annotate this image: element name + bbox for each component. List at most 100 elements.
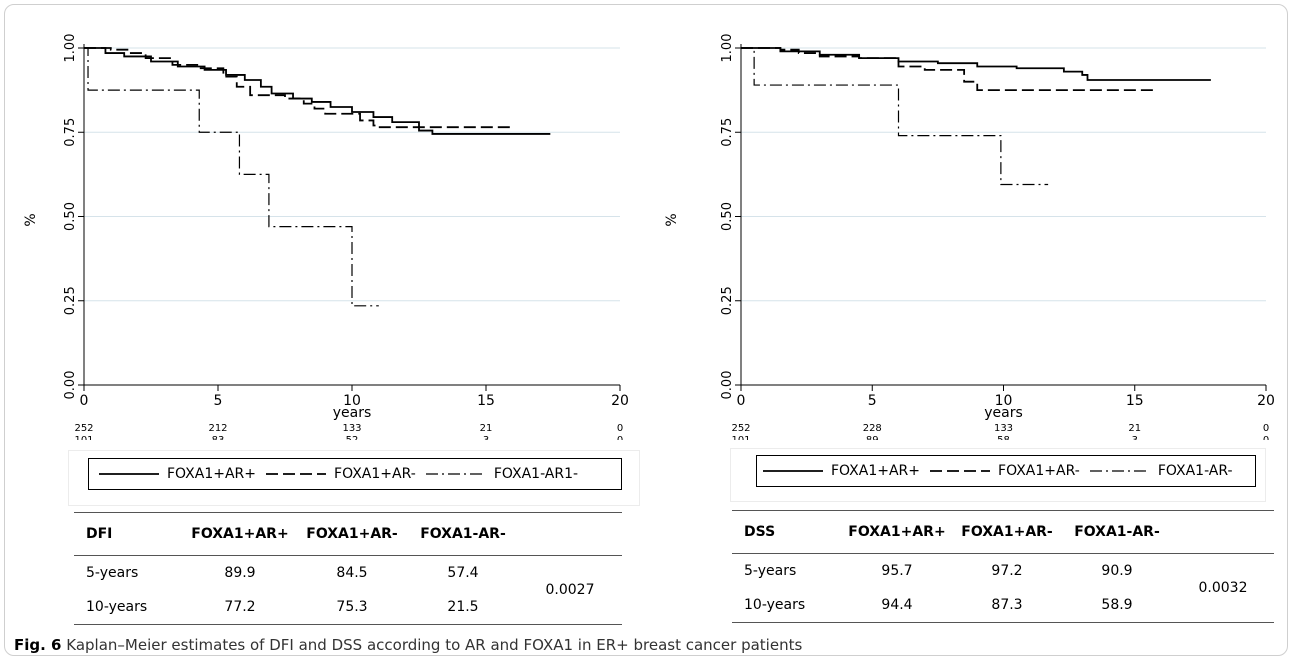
risk-count: 21 <box>480 423 493 434</box>
table-header: FOXA1+AR+ <box>184 512 296 556</box>
y-tick-label: 0.25 <box>63 286 78 315</box>
dfi-panel: 0.00 0.25 0.50 0.75 1.00% 0 5 10 15 20 years 252 212… <box>0 0 646 630</box>
risk-count: 133 <box>342 423 361 434</box>
x-tick-label: 15 <box>477 393 495 409</box>
risk-count: 52 <box>346 435 359 440</box>
x-tick-label: 10 <box>995 393 1013 409</box>
risk-count: 101 <box>731 435 750 440</box>
table-header-blank <box>1172 510 1274 554</box>
x-tick-label: 15 <box>1126 393 1144 409</box>
x-axis-label: years <box>984 405 1023 421</box>
risk-count: 3 <box>483 435 489 440</box>
y-axis-label: % <box>664 213 680 226</box>
risk-count: 21 <box>1128 423 1141 434</box>
p-value: 0.0032 <box>1172 553 1274 623</box>
table-cell: 97.2 <box>991 563 1023 579</box>
risk-count: 212 <box>208 423 227 434</box>
y-tick-label: 0.50 <box>63 202 78 231</box>
survival-curve-foxa1-ar- <box>741 47 1211 81</box>
x-tick-label: 20 <box>1257 393 1275 409</box>
legend-item-foxa1-ar-pos: FOXA1+AR+ <box>763 463 921 479</box>
y-tick-label: 0.00 <box>63 371 78 400</box>
figure-label: Fig. 6 <box>14 636 62 654</box>
table-header: DSS <box>732 510 842 554</box>
table-header: FOXA1+AR+ <box>842 510 952 554</box>
x-tick-label: 0 <box>80 393 89 409</box>
y-tick-label: 0.50 <box>720 202 735 231</box>
dss-table: DSS FOXA1+AR+ FOXA1+AR- FOXA1-AR- 5-year… <box>732 510 1274 623</box>
risk-count: 0 <box>617 423 623 434</box>
table-row: 10-years 94.4 87.3 58.9 <box>732 588 1274 623</box>
table-cell: 58.9 <box>1062 588 1172 623</box>
table-cell: 10-years <box>732 588 842 623</box>
dfi-legend-frame <box>68 450 640 506</box>
dss-panel: 0.00 0.25 0.50 0.75 1.00% 0 5 10 15 20 years 252 228… <box>646 0 1292 630</box>
table-header: FOXA1+AR- <box>952 510 1062 554</box>
risk-count: 101 <box>74 435 93 440</box>
table-header: FOXA1+AR- <box>296 512 408 556</box>
figure-caption: Fig. 6 Kaplan–Meier estimates of DFI and… <box>14 636 802 654</box>
table-cell: 21.5 <box>408 590 518 625</box>
x-tick-label: 10 <box>343 393 361 409</box>
risk-count: 252 <box>74 423 93 434</box>
survival-curve-foxa1-ar- <box>84 47 513 129</box>
dfi-legend: FOXA1+AR+ FOXA1+AR- FOXA1-AR1- <box>88 458 622 490</box>
x-tick-label: 20 <box>611 393 629 409</box>
table-cell: 75.3 <box>296 590 408 625</box>
x-tick-label: 5 <box>868 393 877 409</box>
table-header: FOXA1-AR- <box>408 512 518 556</box>
table-cell: 95.7 <box>881 563 913 579</box>
survival-curve-foxa1-ar1- <box>84 47 379 307</box>
table-cell: 5-years <box>744 563 797 579</box>
legend-item-foxa1-ar-neg: FOXA1+AR- <box>930 463 1080 479</box>
x-tick-label: 5 <box>214 393 223 409</box>
risk-count: 0 <box>617 435 623 440</box>
p-value: 0.0027 <box>518 555 622 625</box>
table-cell: 87.3 <box>952 588 1062 623</box>
table-header: DFI <box>74 512 184 556</box>
table-cell: 89.9 <box>224 565 256 581</box>
survival-curve-foxa1-ar- <box>741 47 1154 92</box>
risk-count: 0 <box>1263 423 1269 434</box>
table-row: 10-years 77.2 75.3 21.5 <box>74 590 622 625</box>
figure-frame <box>4 4 1288 656</box>
figure-caption-text: Kaplan–Meier estimates of DFI and DSS ac… <box>66 636 803 654</box>
legend-item-foxa1-ar-neg: FOXA1+AR- <box>266 466 416 482</box>
risk-count: 83 <box>212 435 225 440</box>
y-tick-label: 0.00 <box>720 371 735 400</box>
table-header: FOXA1-AR- <box>1062 510 1172 554</box>
y-tick-label: 0.75 <box>63 118 78 147</box>
table-cell: 5-years <box>86 565 139 581</box>
table-cell: 10-years <box>74 590 184 625</box>
table-cell: 94.4 <box>842 588 952 623</box>
risk-count: 228 <box>863 423 882 434</box>
legend-item-foxa1-ar-pos: FOXA1+AR+ <box>99 466 257 482</box>
survival-curve-foxa1-ar- <box>84 47 551 135</box>
dss-legend: FOXA1+AR+ FOXA1+AR- FOXA1-AR- <box>756 455 1256 487</box>
table-cell: 84.5 <box>336 565 368 581</box>
risk-count: 0 <box>1263 435 1269 440</box>
y-tick-label: 0.25 <box>720 286 735 315</box>
table-row: 5-years 89.9 84.5 57.4 0.0027 <box>74 555 622 625</box>
risk-count: 3 <box>1132 435 1138 440</box>
risk-count: 252 <box>731 423 750 434</box>
risk-count: 58 <box>997 435 1010 440</box>
risk-count: 89 <box>866 435 879 440</box>
dfi-table: DFI FOXA1+AR+ FOXA1+AR- FOXA1-AR- 5-year… <box>74 512 622 625</box>
table-cell: 90.9 <box>1101 563 1133 579</box>
risk-count: 133 <box>994 423 1013 434</box>
dss-legend-frame <box>730 448 1266 502</box>
x-tick-label: 0 <box>737 393 746 409</box>
table-cell: 57.4 <box>447 565 479 581</box>
dss-chart: 0.00 0.25 0.50 0.75 1.00% 0 5 10 15 20 years 252 228… <box>664 34 1275 440</box>
legend-item-foxa1-neg-ar-neg: FOXA1-AR- <box>1089 463 1233 479</box>
table-row: 5-years 95.7 97.2 90.9 0.0032 <box>732 553 1274 623</box>
survival-curve-foxa1-ar- <box>741 47 1049 186</box>
table-header-blank <box>518 512 622 556</box>
y-tick-label: 1.00 <box>63 34 78 63</box>
y-axis-label: % <box>23 213 39 226</box>
x-axis-label: years <box>333 405 372 421</box>
y-tick-label: 0.75 <box>720 118 735 147</box>
table-cell: 77.2 <box>184 590 296 625</box>
